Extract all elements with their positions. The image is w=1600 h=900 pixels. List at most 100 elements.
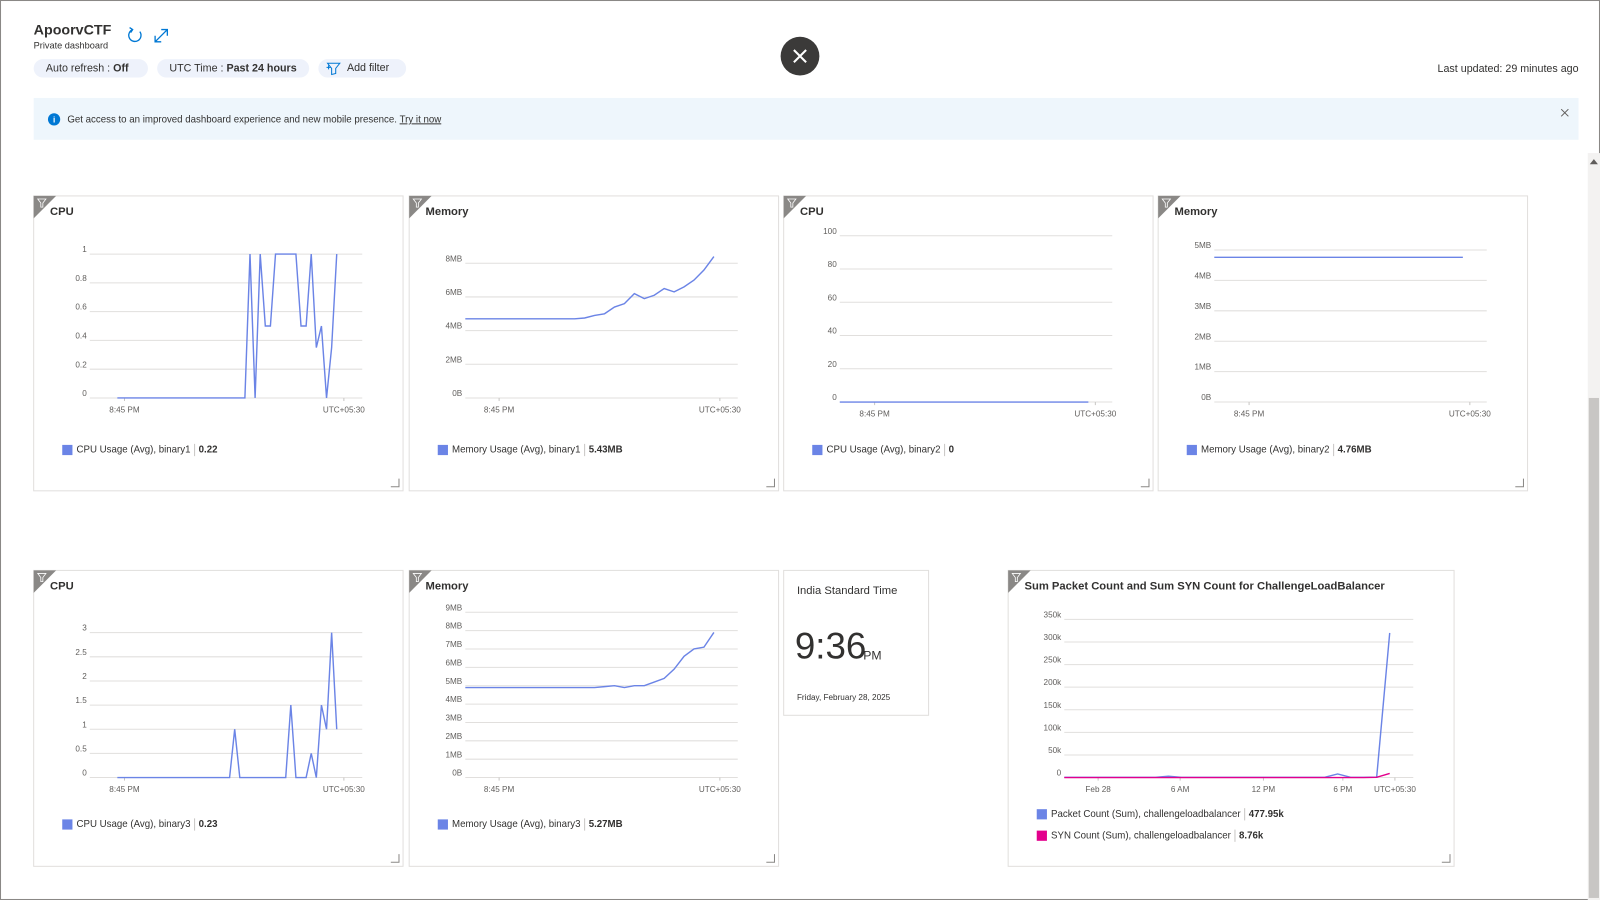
legend-swatch: [1036, 809, 1047, 820]
chart-tile: [408, 195, 780, 492]
filter-glyph: [412, 573, 423, 583]
info-glyph: i: [53, 116, 55, 125]
y-tick-label: 0.5: [75, 744, 87, 753]
filter-glyph: [1011, 573, 1022, 583]
resize-handle: [766, 478, 775, 488]
resize-handle: [1441, 854, 1451, 863]
y-tick-label: 2: [82, 672, 87, 681]
x-tick-label: UTC+05:30: [323, 785, 365, 794]
x-tick-label: UTC+05:30: [1449, 409, 1491, 418]
y-tick-label: 8MB: [445, 622, 462, 631]
y-tick-label: 40: [828, 327, 838, 336]
x-tick-label: UTC+05:30: [1074, 409, 1116, 418]
chart-tile: [1007, 569, 1455, 867]
chart-title: CPU: [800, 206, 824, 218]
legend-label: CPU Usage (Avg), binary2: [827, 445, 941, 456]
x-tick-label: UTC+05:30: [323, 405, 365, 414]
scroll-up[interactable]: [1589, 159, 1598, 165]
y-tick-label: 1MB: [445, 750, 462, 759]
legend-summary: 0.22: [199, 445, 218, 456]
filter-glyph: [786, 198, 797, 208]
time-pill[interactable]: UTC Time : Past 24 hours: [157, 59, 310, 78]
scrollbar-thumb[interactable]: [1588, 397, 1599, 898]
refresh-icon[interactable]: [128, 26, 142, 43]
y-tick-label: 0B: [452, 769, 463, 778]
chart-tile: [33, 569, 404, 867]
add-filter-pill[interactable]: Add filter: [318, 59, 407, 78]
series-line: [117, 632, 338, 779]
legend-label: Memory Usage (Avg), binary2: [1201, 445, 1330, 456]
banner-close[interactable]: [1560, 108, 1569, 117]
y-tick-label: 0: [82, 389, 87, 398]
banner-text: Get access to an improved dashboard expe…: [67, 114, 442, 125]
chart-title: Memory: [426, 206, 470, 218]
resize-handle: [390, 478, 400, 488]
legend-summary: 5.27MB: [589, 819, 623, 830]
y-tick-label: 4MB: [445, 322, 462, 331]
auto-refresh-pill[interactable]: Auto refresh : Off: [33, 59, 148, 78]
y-tick-label: 150k: [1044, 701, 1063, 710]
y-tick-label: 0.6: [75, 303, 87, 312]
y-tick-label: 0B: [1201, 393, 1212, 402]
legend-label: Packet Count (Sum), challengeloadbalance…: [1051, 809, 1241, 820]
legend-label: CPU Usage (Avg), binary3: [77, 819, 191, 830]
y-tick-label: 3MB: [445, 714, 462, 723]
info-icon: [47, 113, 61, 126]
y-tick-label: 20: [828, 360, 838, 369]
auto-refresh-text: Auto refresh : Off: [46, 62, 129, 74]
fullscreen-icon[interactable]: [154, 28, 169, 43]
y-tick-label: 0B: [452, 389, 463, 398]
legend-summary: 0: [949, 445, 954, 456]
legend-swatch: [437, 819, 448, 830]
series-line: [117, 253, 338, 399]
y-tick-label: 1: [82, 245, 87, 254]
x-tick-label: 6 PM: [1333, 785, 1352, 794]
clock-time: 9:36: [795, 626, 866, 667]
legend-label: SYN Count (Sum), challengeloadbalancer: [1051, 830, 1232, 841]
legend-summary: 4.76MB: [1338, 445, 1372, 456]
y-tick-label: 0: [82, 769, 87, 778]
chart-title: Memory: [426, 581, 470, 593]
y-tick-label: 5MB: [445, 677, 462, 686]
y-tick-label: 9MB: [445, 603, 462, 612]
legend-swatch: [62, 444, 73, 456]
legend-swatch: [1186, 444, 1197, 456]
y-tick-label: 0: [1057, 769, 1062, 778]
y-tick-label: 3MB: [1194, 302, 1211, 311]
legend-swatch: [812, 444, 823, 456]
y-tick-label: 2MB: [445, 732, 462, 741]
resize-handle: [390, 854, 400, 863]
y-tick-label: 2.5: [75, 648, 87, 657]
x-tick-label: 8:45 PM: [484, 405, 515, 414]
x-tick-label: UTC+05:30: [699, 785, 741, 794]
y-tick-label: 100k: [1044, 723, 1063, 732]
y-tick-label: 2MB: [1194, 332, 1211, 341]
legend-swatch: [62, 819, 73, 830]
series-line: [465, 632, 715, 689]
y-tick-label: 1.5: [75, 696, 87, 705]
y-tick-label: 0.8: [75, 274, 87, 283]
x-tick-label: 6 AM: [1171, 785, 1190, 794]
banner-link[interactable]: Try it now: [400, 114, 443, 125]
banner-message: Get access to an improved dashboard expe…: [67, 114, 399, 125]
resize-handle: [1140, 478, 1150, 488]
banner: [33, 97, 1579, 140]
legend-summary: 5.43MB: [589, 445, 623, 456]
y-tick-label: 7MB: [445, 640, 462, 649]
x-tick-label: UTC+05:30: [1374, 785, 1416, 794]
close-button[interactable]: [780, 36, 820, 76]
legend-swatch: [437, 444, 448, 456]
y-tick-label: 0: [832, 393, 837, 402]
resize-handle: [766, 854, 775, 863]
add-filter-text: Add filter: [347, 62, 390, 74]
y-tick-label: 2MB: [445, 355, 462, 364]
filter-glyph: [36, 573, 47, 583]
y-tick-label: 6MB: [445, 288, 462, 297]
y-tick-label: 3: [82, 624, 87, 633]
y-tick-label: 0.2: [75, 360, 87, 369]
filter-glyph: [412, 198, 423, 208]
x-tick-label: 8:45 PM: [1234, 409, 1265, 418]
legend-summary: 477.95k: [1249, 809, 1285, 820]
y-tick-label: 250k: [1044, 656, 1063, 665]
